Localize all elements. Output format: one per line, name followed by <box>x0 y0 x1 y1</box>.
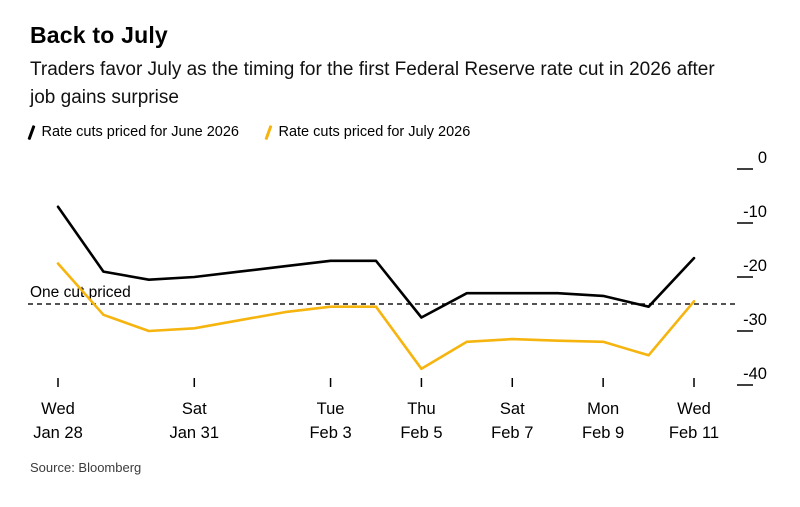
one-cut-annotation: One cut priced <box>30 284 131 301</box>
legend-item-june: Rate cuts priced for June 2026 <box>27 124 239 141</box>
july-series-line <box>56 262 696 371</box>
x-axis-label-day: Mon <box>587 400 619 418</box>
x-axis-label-day: Sat <box>182 400 207 418</box>
x-axis-label-date: Feb 3 <box>309 424 351 442</box>
y-axis-label: -20 <box>743 257 767 275</box>
june-line-swatch-icon <box>27 124 35 140</box>
x-axis-label-date: Feb 9 <box>582 424 624 442</box>
june-series-line <box>56 205 696 319</box>
x-axis-label-date: Feb 7 <box>491 424 533 442</box>
y-axis-label: -10 <box>743 203 767 221</box>
x-axis-label-date: Jan 31 <box>170 424 220 442</box>
x-axis-label-day: Sat <box>500 400 525 418</box>
chart-subtitle: Traders favor July as the timing for the… <box>30 59 715 108</box>
x-axis-label-date: Feb 5 <box>400 424 442 442</box>
chart-title: Back to July <box>30 22 168 48</box>
y-axis-label: -40 <box>743 365 767 383</box>
line-chart: One cut priced 0 -10 -20 -30 -40 Wed Jan 28 Sat J… <box>28 149 767 442</box>
legend-item-july: Rate cuts priced for July 2026 <box>264 124 471 141</box>
x-axis-label-day: Wed <box>41 400 75 418</box>
x-axis-label-day: Thu <box>407 400 435 418</box>
x-axis-label-date: Feb 11 <box>669 424 719 442</box>
source-note: Source: Bloomberg <box>30 460 142 476</box>
x-axis-label-day: Wed <box>677 400 711 418</box>
y-axis-label: -30 <box>743 311 767 329</box>
x-axis-label-date: Jan 28 <box>33 424 83 442</box>
legend-label-june: Rate cuts priced for June 2026 <box>41 124 239 141</box>
july-line-swatch-icon <box>264 124 272 140</box>
legend-label-july: Rate cuts priced for July 2026 <box>278 124 471 141</box>
chart-legend: Rate cuts priced for June 2026 Rate cuts… <box>27 124 770 141</box>
x-axis-label-day: Tue <box>317 400 345 418</box>
y-axis-label: 0 <box>758 149 767 167</box>
